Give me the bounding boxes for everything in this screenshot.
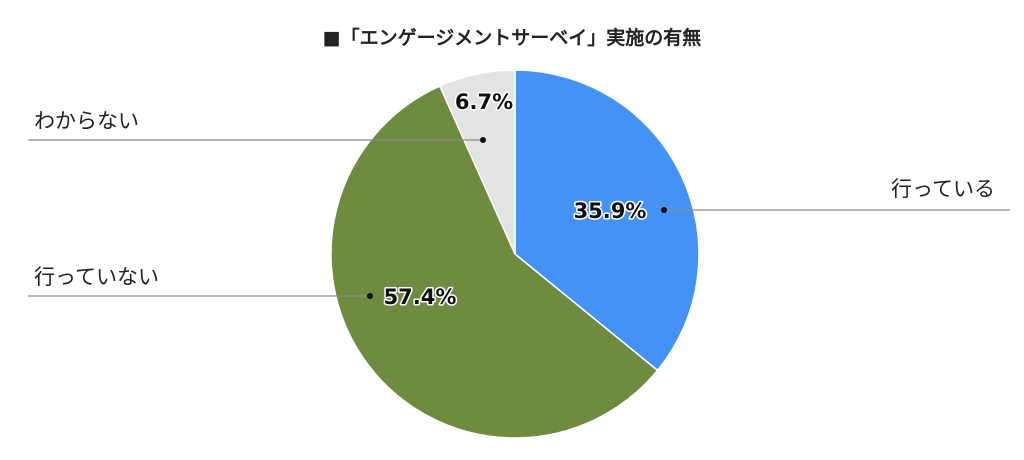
slice-value-label-2: 6.7%: [455, 90, 513, 114]
leader-dot-2: [480, 137, 486, 143]
slice-value-label-0: 35.9%: [574, 199, 647, 223]
category-label-1: 行っていない: [34, 265, 159, 289]
leader-dot-0: [661, 207, 667, 213]
category-label-2: わからない: [34, 109, 139, 133]
chart-title: ■「エンゲージメントサーベイ」実施の有無: [323, 26, 702, 49]
pie-slice-1: [330, 85, 659, 439]
category-label-0: 行っている: [891, 177, 995, 201]
slice-labels: 35.9% 行っている 57.4% 行っていない 6.7% わからない: [34, 89, 995, 311]
slice-value-label-1: 57.4%: [384, 285, 457, 309]
pie-slice-2: [438, 69, 516, 255]
leader-lines: [28, 137, 1010, 299]
pie-slice-0: [514, 69, 700, 372]
pie-slices: [330, 69, 700, 439]
leader-dot-1: [367, 293, 373, 299]
